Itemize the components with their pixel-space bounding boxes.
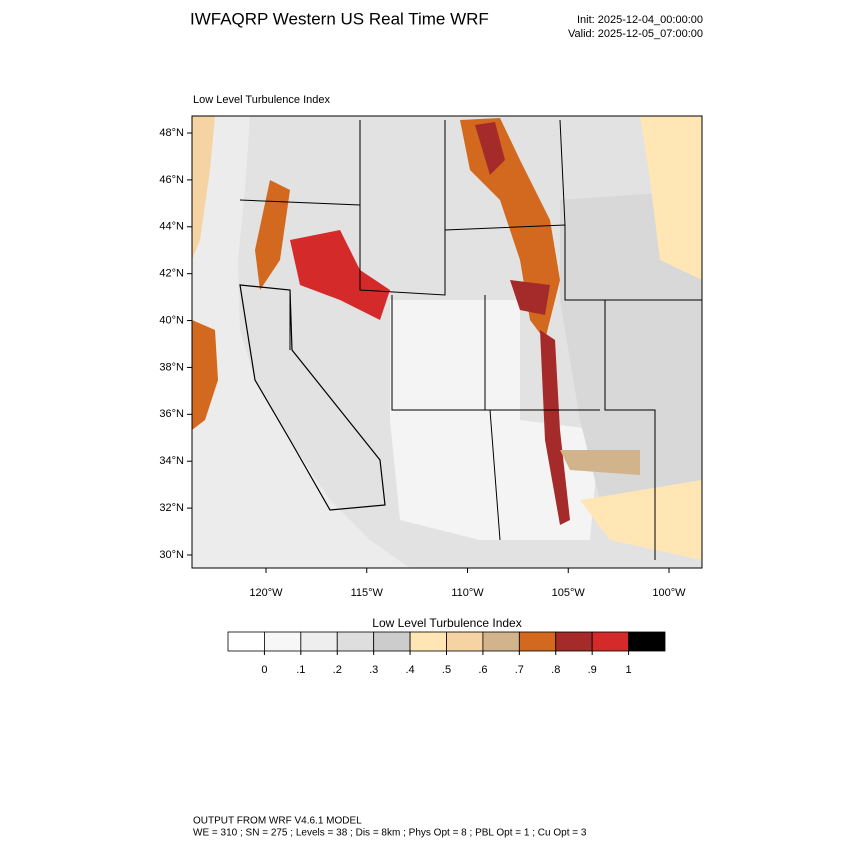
turbulence-mid <box>255 180 290 290</box>
colorbar-label: .7 <box>515 664 524 676</box>
colorbar-label: 0 <box>261 664 267 676</box>
colorbar-box <box>628 631 666 652</box>
turbulence-mid <box>560 450 640 475</box>
land-shade <box>580 480 702 560</box>
colorbar-label: .4 <box>405 664 414 676</box>
valid-time: Valid: 2025-12-05_07:00:00 <box>568 28 703 40</box>
lon-label: 110°W <box>451 587 484 599</box>
ocean <box>192 116 410 568</box>
colorbar-label: 1 <box>626 664 632 676</box>
lat-label: 38°N <box>159 361 184 373</box>
lon-label: 115°W <box>351 587 384 599</box>
lat-label: 30°N <box>159 549 184 561</box>
colorbar-box <box>264 631 302 652</box>
colorbar-label: .3 <box>369 664 378 676</box>
colorbar-label: .5 <box>442 664 451 676</box>
title: IWFAQRP Western US Real Time WRF <box>190 9 489 28</box>
turbulence-high <box>290 230 390 320</box>
colorbar-label: .1 <box>296 664 305 676</box>
colorbar-box <box>336 631 375 652</box>
colorbar-box <box>591 631 629 652</box>
colorbar-label: .8 <box>551 664 560 676</box>
state-border <box>239 119 702 560</box>
ocean-shade <box>192 116 215 260</box>
init-time: Init: 2025-12-04_00:00:00 <box>577 14 703 26</box>
lat-label: 44°N <box>159 221 184 233</box>
lat-label: 42°N <box>159 268 184 280</box>
colorbar-box <box>518 631 557 652</box>
lat-label: 46°N <box>159 174 184 186</box>
lat-label: 32°N <box>159 502 184 514</box>
footer-line: WE = 310 ; SN = 275 ; Levels = 38 ; Dis … <box>193 828 587 839</box>
colorbar-box <box>227 631 265 652</box>
colorbar-box <box>446 631 484 652</box>
land-gray <box>560 190 702 500</box>
lon-label: 120°W <box>249 587 283 599</box>
lat-label: 48°N <box>159 127 184 139</box>
turbulence-high <box>475 122 550 315</box>
map-title: Low Level Turbulence Index <box>193 94 330 106</box>
lat-label: 34°N <box>159 455 184 467</box>
ocean-shade <box>192 320 218 430</box>
colorbar-label: .9 <box>588 664 597 676</box>
colorbar-box <box>300 631 338 652</box>
land-light <box>390 300 600 540</box>
colorbar-label: .2 <box>333 664 342 676</box>
lon-label: 100°W <box>652 587 686 599</box>
colorbar-title: Low Level Turbulence Index <box>372 616 521 630</box>
land-shade <box>640 116 702 280</box>
turbulence-high <box>540 330 570 525</box>
lon-label: 105°W <box>552 587 586 599</box>
lat-label: 36°N <box>159 408 184 420</box>
colorbar-box <box>409 631 447 652</box>
map-frame <box>191 115 703 569</box>
lat-label: 40°N <box>159 314 184 326</box>
map <box>191 115 703 569</box>
state-border <box>239 284 386 511</box>
colorbar-box <box>373 631 411 652</box>
footer-line: OUTPUT FROM WRF V4.6.1 MODEL <box>193 816 362 827</box>
colorbar-box <box>482 631 520 652</box>
colorbar-label: .6 <box>478 664 487 676</box>
colorbar-box <box>555 631 593 652</box>
